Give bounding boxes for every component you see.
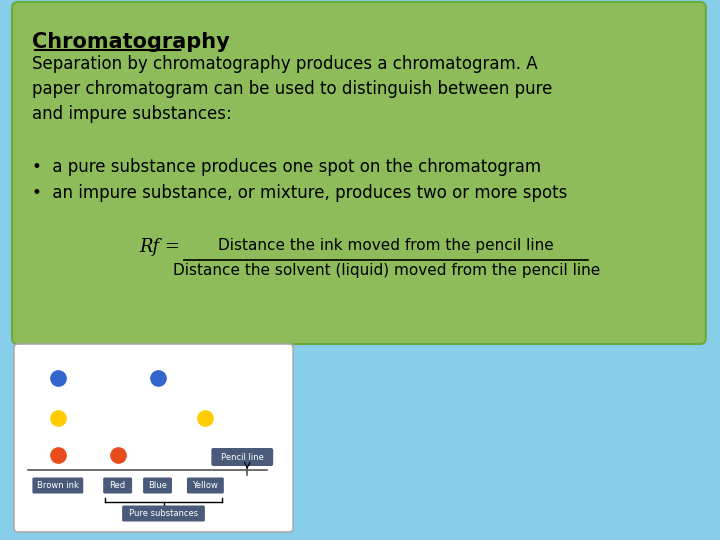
Text: Brown ink: Brown ink — [37, 481, 78, 490]
Text: •  a pure substance produces one spot on the chromatogram: • a pure substance produces one spot on … — [32, 158, 541, 176]
Text: Pencil line: Pencil line — [221, 454, 264, 462]
Text: Rf =: Rf = — [140, 238, 181, 256]
Text: Separation by chromatography produces a chromatogram. A
paper chromatogram can b: Separation by chromatography produces a … — [32, 55, 552, 123]
FancyBboxPatch shape — [122, 505, 205, 522]
FancyBboxPatch shape — [12, 2, 706, 344]
FancyBboxPatch shape — [143, 477, 172, 494]
FancyBboxPatch shape — [187, 477, 224, 494]
Text: Red: Red — [109, 481, 126, 490]
FancyBboxPatch shape — [103, 477, 132, 494]
Text: Chromatography: Chromatography — [32, 32, 230, 52]
Text: Yellow: Yellow — [192, 481, 218, 490]
Text: •  an impure substance, or mixture, produces two or more spots: • an impure substance, or mixture, produ… — [32, 184, 567, 202]
Text: Distance the ink moved from the pencil line: Distance the ink moved from the pencil l… — [218, 238, 554, 253]
FancyBboxPatch shape — [14, 344, 293, 532]
Text: Pure substances: Pure substances — [129, 509, 198, 518]
FancyBboxPatch shape — [32, 477, 84, 494]
Text: Distance the solvent (liquid) moved from the pencil line: Distance the solvent (liquid) moved from… — [173, 263, 600, 278]
FancyBboxPatch shape — [212, 448, 273, 466]
Text: Blue: Blue — [148, 481, 167, 490]
